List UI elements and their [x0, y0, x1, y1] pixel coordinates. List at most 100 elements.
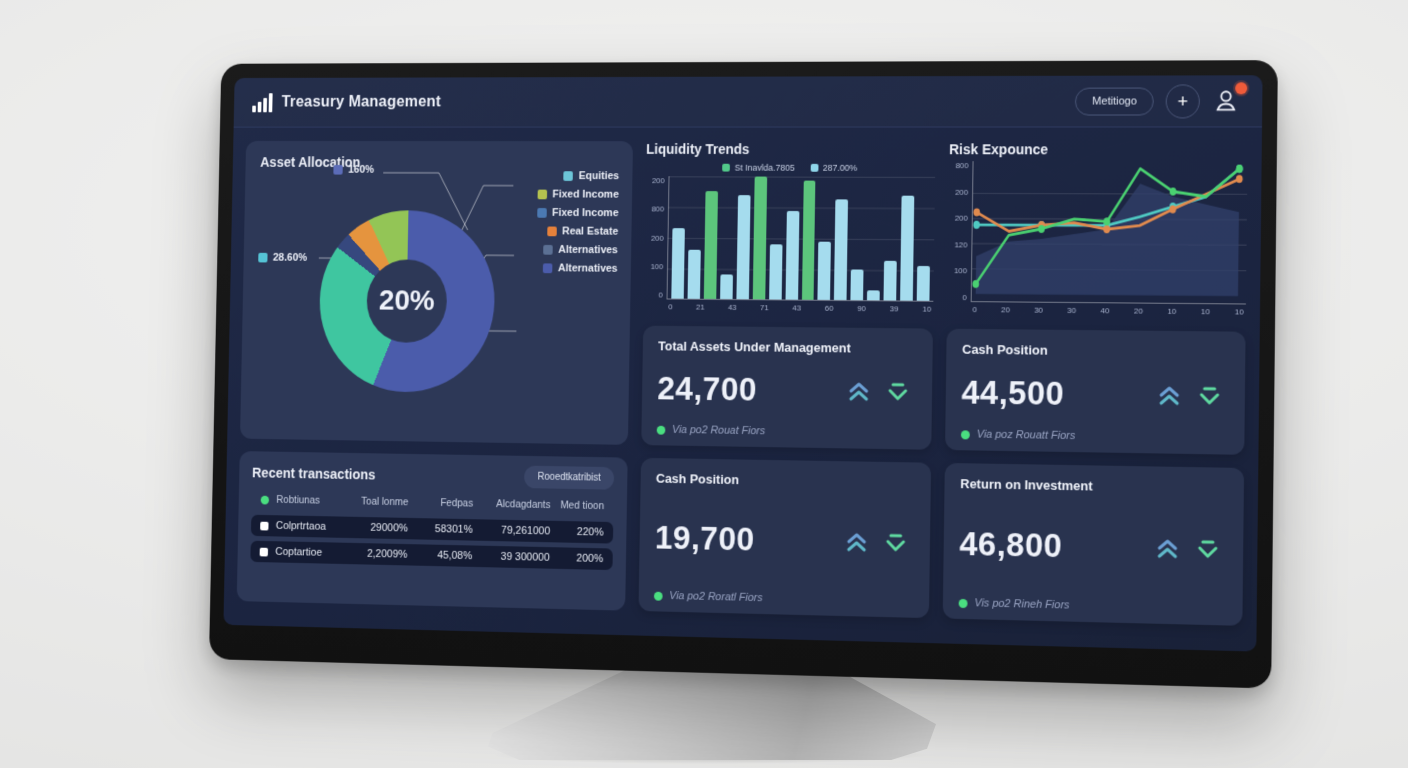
- x-tick-label: 20: [1001, 305, 1010, 315]
- chevron-down-icon[interactable]: [883, 531, 909, 553]
- column-header-label: Alcdagdants: [496, 498, 551, 511]
- x-tick-label: 0: [972, 305, 977, 315]
- column-header: Fedpas: [416, 497, 474, 510]
- cell-text: 29000%: [370, 521, 408, 535]
- cell-text: 39 300000: [500, 550, 550, 564]
- legend-label: Fixed Income: [552, 188, 619, 201]
- transaction-value-cell: 29000%: [348, 521, 408, 535]
- column-header: Robtiunas: [260, 494, 341, 507]
- kpi-trend-icons: [1154, 537, 1227, 561]
- transaction-value-cell: 200%: [557, 552, 603, 565]
- x-tick-label: 71: [760, 303, 769, 313]
- top-bar-actions: Metitiogo +: [1075, 81, 1248, 118]
- kpi-value: 46,800: [959, 525, 1063, 565]
- y-tick-label: 0: [962, 293, 967, 303]
- legend-label: Alternatives: [557, 262, 618, 275]
- transactions-filter-button[interactable]: Rooedtkatribist: [524, 465, 615, 490]
- liquidity-trends-chart: Liquidity Trends St Inavlda.7805 287.00% …: [643, 141, 936, 315]
- column-header: Med tioon: [558, 499, 604, 512]
- bar: [900, 195, 915, 301]
- cell-text: 45,08%: [437, 549, 473, 563]
- legend-label: Fixed Income: [551, 207, 619, 220]
- donut-callout-left: 28.60%: [258, 252, 307, 264]
- dashboard-screen: Treasury Management Metitiogo +: [223, 75, 1263, 652]
- menu-button[interactable]: Metitiogo: [1075, 87, 1154, 116]
- risk-line-plot: [970, 161, 1248, 305]
- brand: Treasury Management: [252, 92, 441, 112]
- y-tick-label: 800: [955, 161, 969, 171]
- legend-label: Alternatives: [558, 244, 618, 257]
- data-point: [1103, 217, 1110, 226]
- transaction-value-cell: 45,08%: [415, 549, 473, 563]
- y-tick-label: 800: [651, 204, 665, 214]
- kpi-note: Vis po2 Rineh Fiors: [958, 597, 1227, 615]
- legend-label: St Inavlda.7805: [734, 162, 795, 173]
- x-tick-label: 21: [695, 302, 705, 312]
- transaction-value-cell: 58301%: [415, 523, 473, 536]
- bar: [834, 198, 849, 301]
- notification-badge: [1235, 81, 1248, 94]
- cell-text: 2,2009%: [366, 548, 408, 561]
- cell-text: Coptartioe: [275, 546, 323, 559]
- bar: [850, 269, 864, 301]
- risk-exposure-title: Risk Expounce: [949, 141, 1049, 158]
- kpi-card-return-on-investment: Return on Investment 46,800 Vis po2 Rine…: [942, 462, 1245, 626]
- x-tick-label: 10: [1167, 306, 1177, 316]
- data-point: [973, 220, 980, 229]
- chevrons-up-icon[interactable]: [1154, 537, 1180, 560]
- monitor: Treasury Management Metitiogo +: [208, 60, 1278, 689]
- legend-label: Equities: [578, 170, 620, 183]
- callout-swatch: [333, 164, 343, 175]
- liquidity-legend: St Inavlda.7805 287.00%: [646, 163, 935, 173]
- risk-y-axis: 800 200 200 120 100 0: [947, 161, 969, 316]
- kpi-title: Return on Investment: [960, 476, 1093, 494]
- legend-swatch: [563, 171, 574, 181]
- asset-allocation-legend: Equities Fixed Income Fixed Income Real Est…: [536, 170, 620, 275]
- kpi-trend-icons: [846, 380, 917, 403]
- status-dot-icon: [653, 591, 663, 601]
- chevron-down-icon[interactable]: [1196, 385, 1222, 408]
- data-point: [1235, 174, 1243, 184]
- table-row[interactable]: Coptartioe 2,2009% 45,08% 39 300000 200%: [250, 540, 613, 571]
- donut-callout-top: 160%: [333, 164, 374, 176]
- asset-allocation-panel: Asset Allocation 20% 160%: [240, 140, 634, 445]
- chevron-down-icon[interactable]: [885, 381, 911, 403]
- top-bar: Treasury Management Metitiogo +: [233, 75, 1263, 128]
- column-header-label: Toal lonme: [361, 495, 409, 509]
- row-checkbox[interactable]: [259, 547, 269, 557]
- legend-item: Alternatives: [543, 244, 618, 256]
- x-tick-label: 0: [668, 302, 673, 312]
- x-tick-label: 43: [727, 302, 737, 312]
- chevrons-up-icon[interactable]: [1156, 384, 1182, 406]
- x-tick-label: 60: [824, 303, 834, 313]
- y-tick-label: 120: [954, 240, 968, 250]
- column-header: Toal lonme: [348, 495, 409, 509]
- bar: [817, 241, 832, 300]
- chevrons-up-icon[interactable]: [844, 531, 870, 553]
- x-tick-label: 30: [1067, 305, 1077, 316]
- chevrons-up-icon[interactable]: [846, 380, 872, 402]
- cell-text: 200%: [576, 552, 604, 565]
- transactions-table: Robtiunas Toal lonme Fedpas Alcdagdants Med …: [250, 489, 614, 571]
- transaction-name-cell: Colprtrtaoa: [260, 520, 341, 533]
- callout-swatch: [258, 252, 268, 263]
- row-checkbox[interactable]: [260, 521, 269, 531]
- cell-text: Colprtrtaoa: [275, 520, 327, 533]
- kpi-card-cash-position-1: Cash Position 44,500 Via poz Rouatt Fior…: [945, 328, 1246, 455]
- cell-text: 58301%: [434, 523, 473, 536]
- x-tick-label: 43: [792, 303, 802, 313]
- chevron-down-icon[interactable]: [1195, 538, 1222, 561]
- kpi-title: Total Assets Under Management: [658, 338, 851, 356]
- column-header-label: Fedpas: [440, 497, 474, 510]
- data-point: [1169, 205, 1177, 214]
- legend-swatch: [542, 263, 553, 274]
- y-tick-label: 200: [954, 213, 968, 223]
- table-header-row: Robtiunas Toal lonme Fedpas Alcdagdants Med …: [251, 489, 613, 517]
- asset-allocation-title: Asset Allocation: [260, 154, 361, 170]
- add-button[interactable]: +: [1165, 83, 1201, 118]
- status-dot-icon: [656, 425, 666, 435]
- table-row[interactable]: Colprtrtaoa 29000% 58301% 79,261000 220%: [250, 514, 614, 544]
- kpi-card-cash-position-2: Cash Position 19,700 Via po2 Roratl Fior…: [638, 457, 932, 619]
- user-profile-button[interactable]: [1212, 81, 1248, 116]
- bar: [736, 194, 751, 300]
